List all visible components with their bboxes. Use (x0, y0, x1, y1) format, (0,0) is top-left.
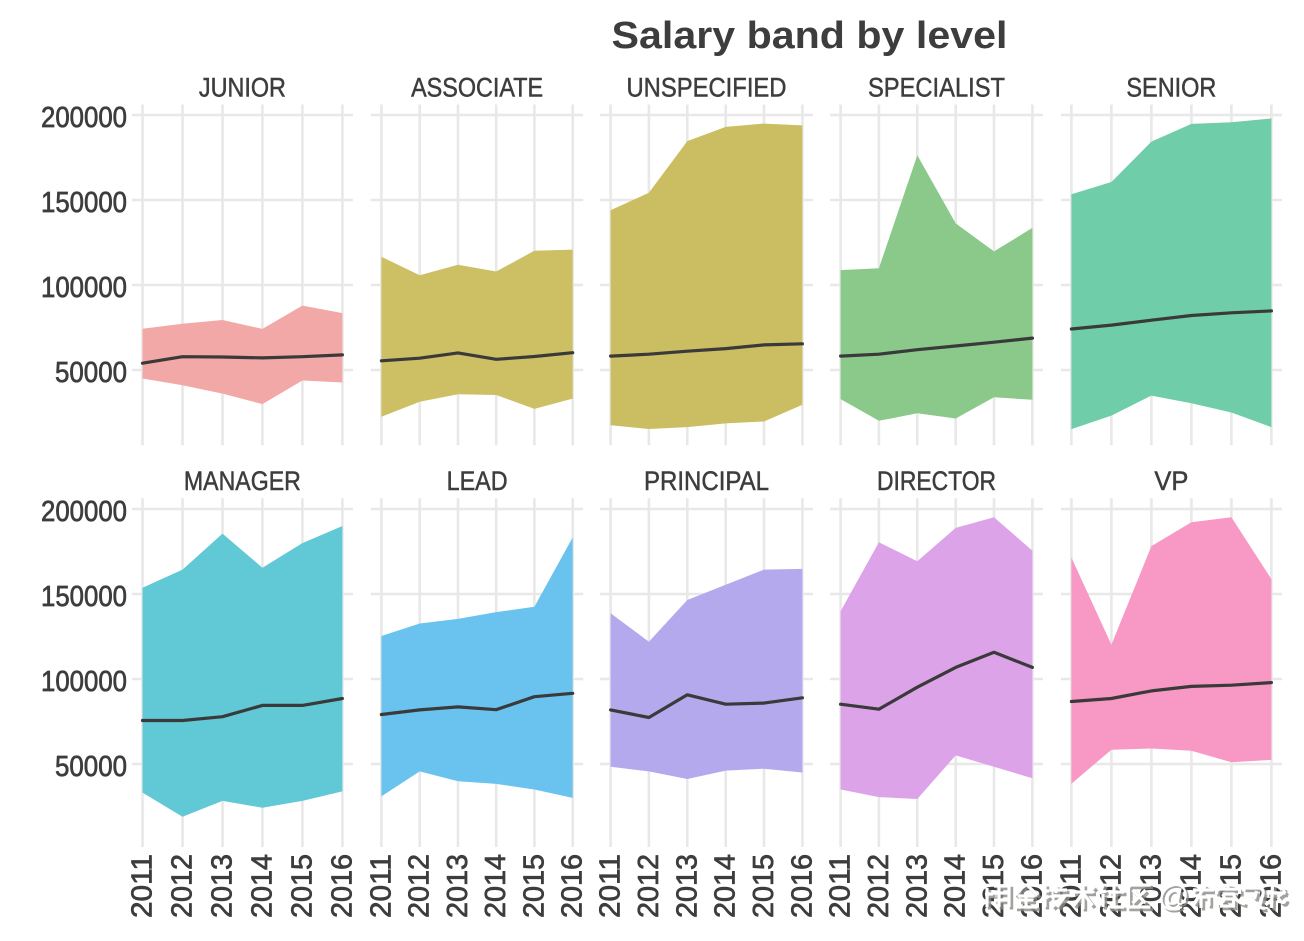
svg-text:JUNIOR: JUNIOR (199, 73, 286, 103)
svg-text:50000: 50000 (55, 751, 127, 783)
svg-text:2015: 2015 (286, 854, 318, 918)
svg-text:SENIOR: SENIOR (1126, 73, 1216, 103)
svg-text:2015: 2015 (518, 854, 550, 918)
svg-text:50000: 50000 (55, 357, 127, 389)
svg-text:2016: 2016 (557, 854, 589, 918)
svg-text:2016: 2016 (786, 854, 818, 918)
svg-text:200000: 200000 (41, 102, 127, 134)
svg-text:SPECIALIST: SPECIALIST (868, 73, 1005, 103)
svg-text:PRINCIPAL: PRINCIPAL (644, 466, 769, 496)
svg-text:2013: 2013 (671, 854, 703, 918)
svg-text:2011: 2011 (595, 854, 627, 918)
svg-text:100000: 100000 (41, 666, 127, 698)
svg-text:2014: 2014 (246, 854, 278, 918)
svg-text:2011: 2011 (825, 854, 857, 918)
svg-text:100000: 100000 (41, 272, 127, 304)
svg-text:2016: 2016 (326, 854, 358, 918)
svg-text:2012: 2012 (167, 854, 199, 918)
svg-text:150000: 150000 (41, 187, 127, 219)
svg-text:DIRECTOR: DIRECTOR (877, 466, 996, 496)
svg-text:@: @ (1160, 880, 1191, 915)
svg-text:VP: VP (1154, 466, 1188, 496)
svg-text:2014: 2014 (940, 854, 972, 918)
svg-text:2011: 2011 (127, 854, 159, 918)
svg-text:2013: 2013 (442, 854, 474, 918)
svg-text:MANAGER: MANAGER (184, 466, 301, 496)
svg-text:150000: 150000 (41, 581, 127, 613)
svg-text:ASSOCIATE: ASSOCIATE (411, 73, 543, 103)
svg-text:2015: 2015 (748, 854, 780, 918)
svg-text:200000: 200000 (41, 496, 127, 528)
svg-text:2012: 2012 (633, 854, 665, 918)
svg-text:2014: 2014 (480, 854, 512, 918)
svg-text:2012: 2012 (404, 854, 436, 918)
svg-text:2013: 2013 (207, 854, 239, 918)
svg-text:2012: 2012 (863, 854, 895, 918)
svg-text:UNSPECIFIED: UNSPECIFIED (627, 73, 787, 103)
svg-text:Salary band by level: Salary band by level (612, 15, 1008, 57)
svg-text:2013: 2013 (901, 854, 933, 918)
svg-text:2011: 2011 (365, 854, 397, 918)
svg-text:2014: 2014 (710, 854, 742, 918)
svg-text:@: @ (1158, 878, 1189, 913)
svg-text:LEAD: LEAD (447, 466, 508, 496)
